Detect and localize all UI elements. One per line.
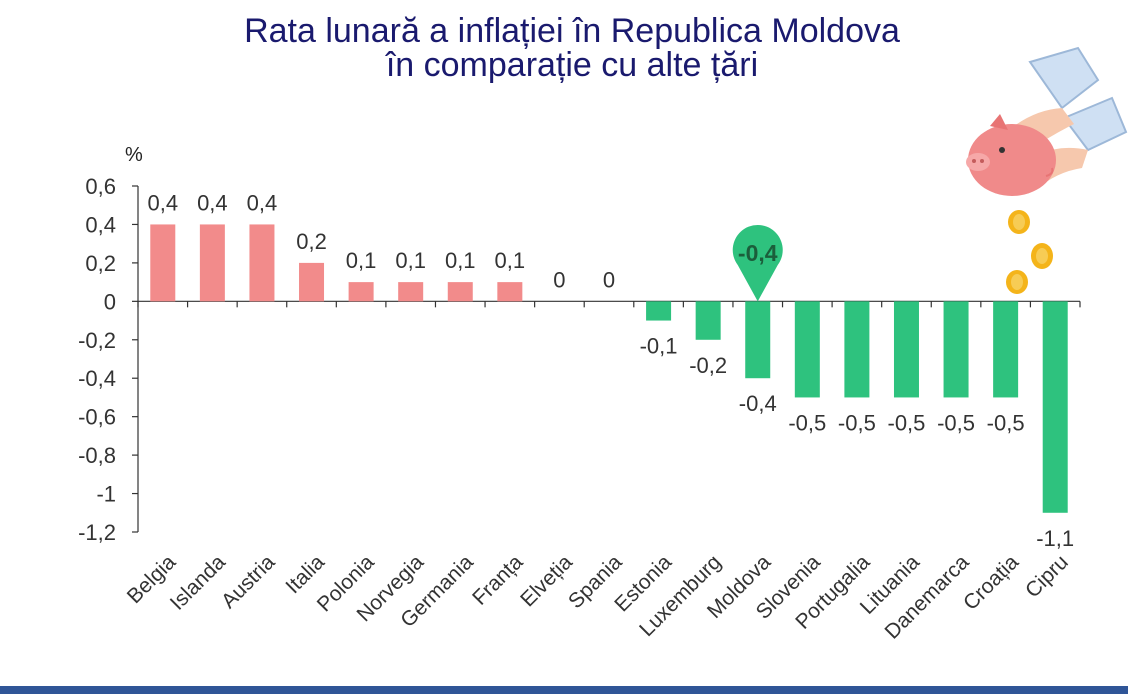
y-tick-label: 0,4: [85, 212, 116, 237]
coin-icon: [1031, 243, 1053, 269]
bar-luxemburg: [695, 301, 721, 340]
bar-germania: [447, 282, 473, 302]
highlight-marker-label: -0,4: [738, 240, 778, 266]
bar-austria: [249, 224, 275, 302]
y-tick-label: -0,2: [78, 328, 116, 353]
value-label-cipru: -1,1: [1036, 526, 1074, 551]
bar-franța: [497, 282, 523, 302]
value-label-danemarca: -0,5: [937, 410, 975, 435]
bar-danemarca: [943, 301, 969, 398]
chart-title: Rata lunară a inflației în Republica Mol…: [0, 14, 1128, 82]
bar-norvegia: [398, 282, 424, 302]
category-label-franța: Franța: [468, 550, 527, 609]
y-tick-label: -0,6: [78, 405, 116, 430]
y-tick-label: -0,4: [78, 366, 116, 391]
bottom-accent-bar: [0, 686, 1128, 694]
bar-moldova: [745, 301, 771, 379]
bar-lituania: [893, 301, 919, 398]
y-tick-label: 0,2: [85, 251, 116, 276]
y-tick-label: 0,6: [85, 174, 116, 199]
value-label-austria: 0,4: [247, 190, 278, 215]
value-label-polonia: 0,1: [346, 248, 377, 273]
value-label-spania: 0: [603, 267, 615, 292]
chart-title-line-2: în comparație cu alte țări: [385, 46, 759, 84]
bar-italia: [299, 262, 325, 302]
category-label-cipru: Cipru: [1021, 551, 1073, 603]
y-tick-label: -0,8: [78, 443, 116, 468]
highlight-marker: [732, 224, 783, 302]
value-label-elveția: 0: [553, 267, 565, 292]
value-label-moldova: -0,4: [739, 391, 777, 416]
value-label-croația: -0,5: [987, 410, 1025, 435]
y-axis-unit-label: %: [125, 144, 143, 166]
y-tick-label: -1,2: [78, 520, 116, 545]
category-label-islanda: Islanda: [166, 550, 230, 614]
value-label-italia: 0,2: [296, 229, 327, 254]
value-label-franța: 0,1: [495, 248, 526, 273]
category-label-croația: Croația: [959, 550, 1023, 614]
value-label-germania: 0,1: [445, 248, 476, 273]
coin-icon: [1006, 270, 1028, 294]
value-label-portugalia: -0,5: [838, 410, 876, 435]
bar-portugalia: [844, 301, 870, 398]
coin-icon: [1008, 210, 1030, 234]
bar-cipru: [1042, 301, 1068, 513]
value-label-estonia: -0,1: [640, 334, 678, 359]
bar-polonia: [348, 282, 374, 302]
bar-estonia: [646, 301, 672, 321]
bar-slovenia: [794, 301, 820, 398]
category-label-austria: Austria: [217, 550, 280, 613]
bar-belgia: [150, 224, 176, 302]
value-label-lituania: -0,5: [888, 410, 926, 435]
value-label-islanda: 0,4: [197, 190, 228, 215]
value-label-belgia: 0,4: [147, 190, 178, 215]
value-label-luxemburg: -0,2: [689, 353, 727, 378]
value-label-norvegia: 0,1: [395, 248, 426, 273]
bar-croația: [993, 301, 1019, 398]
bar-islanda: [199, 224, 225, 302]
piggy-bank-with-falling-coins-icon: [966, 46, 1128, 294]
y-tick-label: 0: [104, 289, 116, 314]
y-tick-label: -1: [96, 482, 116, 507]
value-label-slovenia: -0,5: [788, 410, 826, 435]
chart-title-line-1: Rata lunară a inflației în Republica Mol…: [244, 12, 900, 50]
category-label-elveția: Elveția: [516, 550, 577, 611]
